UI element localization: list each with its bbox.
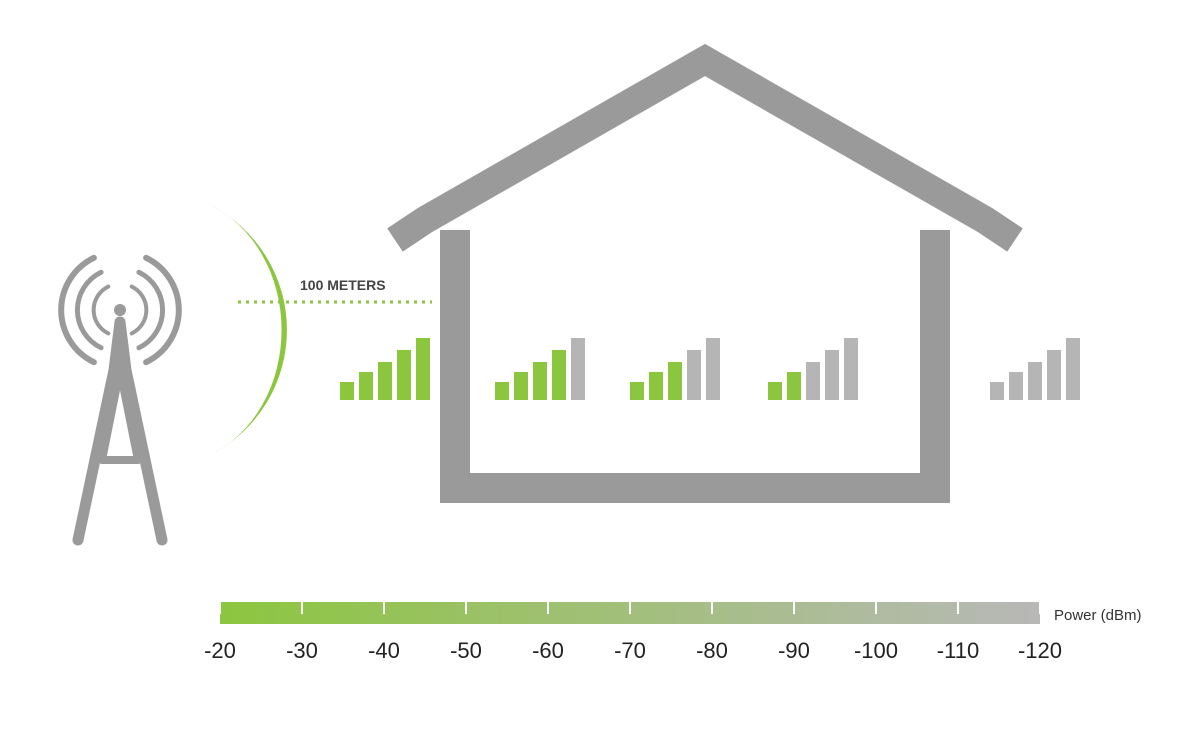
signal-bar-active [397,350,411,400]
house-icon [395,60,1015,488]
power-tick-label: -100 [854,638,898,663]
power-tick-label: -120 [1018,638,1062,663]
signal-bar-active [630,382,644,400]
power-tick-label: -110 [937,638,979,663]
signal-bar-inactive [825,350,839,400]
signal-lobe-icon [210,205,287,455]
power-scale-label: Power (dBm) [1054,607,1142,624]
power-scale: -20 -30 -40 -50 -60 -70 -80 -90 -100 -110 -120 Pow… [204,602,1141,663]
signal-bar-active [416,338,430,400]
distance-label: 100 METERS [300,277,386,293]
signal-bar-active [533,362,547,400]
tower-center-dot [114,304,126,316]
signal-bar-active [552,350,566,400]
power-tick-label: -40 [368,638,400,663]
signal-bar-inactive [706,338,720,400]
tower-arc-right [132,287,147,334]
cell-tower-icon [61,258,179,540]
tower-mast [78,322,162,540]
signal-bars [768,338,858,400]
tower-arc-left [94,287,109,334]
signal-power-diagram: 100 METERS -20-30-40-50-60-70-80-90-100-… [0,0,1200,732]
tower-arc-right [139,272,163,348]
signal-bar-active [495,382,509,400]
signal-bar-active [768,382,782,400]
signal-bars [630,338,720,400]
signal-bar-active [514,372,528,400]
signal-bars [340,338,430,400]
signal-bar-inactive [806,362,820,400]
power-tick-label: -30 [286,638,318,663]
signal-bars [990,338,1080,400]
signal-bar-inactive [571,338,585,400]
tower-arc-left [77,272,101,348]
power-tick-label: -20 [204,638,236,663]
signal-bar-active [378,362,392,400]
signal-bar-active [787,372,801,400]
power-tick-label: -90 [778,638,810,663]
signal-bar-inactive [687,350,701,400]
signal-bar-inactive [1009,372,1023,400]
signal-bar-active [668,362,682,400]
signal-bar-inactive [1047,350,1061,400]
power-tick-label: -70 [614,638,646,663]
signal-bar-active [340,382,354,400]
power-tick-label: -80 [696,638,728,663]
signal-bar-inactive [990,382,1004,400]
signal-bars [495,338,585,400]
signal-bar-active [359,372,373,400]
signal-bar-inactive [844,338,858,400]
signal-bar-inactive [1066,338,1080,400]
power-tick-label: -50 [450,638,482,663]
signal-bar-active [649,372,663,400]
power-tick-label: -60 [532,638,564,663]
signal-bar-inactive [1028,362,1042,400]
